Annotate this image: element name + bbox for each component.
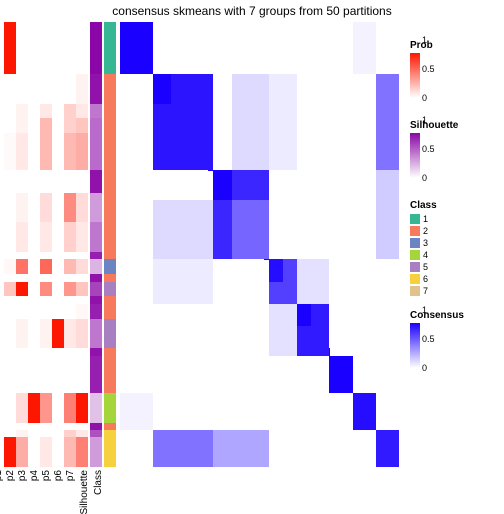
gradient-prob [410, 53, 420, 98]
column-p1 [4, 22, 16, 467]
tick: 0.5 [422, 334, 435, 344]
tick: 0 [422, 173, 427, 183]
class-swatch-6: 6 [410, 273, 498, 285]
gradient-consensus [410, 323, 420, 368]
column-p7 [76, 22, 88, 467]
xlabel-cls: Class [93, 470, 127, 495]
tick: 0 [422, 363, 427, 373]
consensus-heatmap [120, 22, 399, 467]
class-swatch-2: 2 [410, 225, 498, 237]
class-swatch-3: 3 [410, 237, 498, 249]
legend-class: Class 1234567 [410, 200, 498, 297]
class-swatch-1: 1 [410, 213, 498, 225]
page-title: consensus skmeans with 7 groups from 50 … [0, 4, 504, 18]
tick: 0.5 [422, 144, 435, 154]
x-axis-labels: p1p2p3p4p5p6p7SilhouetteClass [4, 470, 399, 504]
tick: 1 [422, 305, 427, 315]
gradient-silhouette [410, 133, 420, 178]
column-p4 [40, 22, 52, 467]
column-p2 [16, 22, 28, 467]
column-p6 [64, 22, 76, 467]
plot-area [4, 22, 399, 467]
class-swatch-5: 5 [410, 261, 498, 273]
legend-title: Class [410, 200, 498, 211]
tick: 0 [422, 93, 427, 103]
class-swatch-7: 7 [410, 285, 498, 297]
legend-silhouette: Silhouette 1 0.5 0 [410, 120, 498, 178]
class-swatch-4: 4 [410, 249, 498, 261]
legend-consensus: Consensus 1 0.5 0 [410, 310, 498, 368]
column-sil [90, 22, 102, 467]
tick: 0.5 [422, 64, 435, 74]
legend-prob: Prob 1 0.5 0 [410, 40, 498, 98]
tick: 1 [422, 35, 427, 45]
column-cls [104, 22, 116, 467]
tick: 1 [422, 115, 427, 125]
column-p3 [28, 22, 40, 467]
column-p5 [52, 22, 64, 467]
